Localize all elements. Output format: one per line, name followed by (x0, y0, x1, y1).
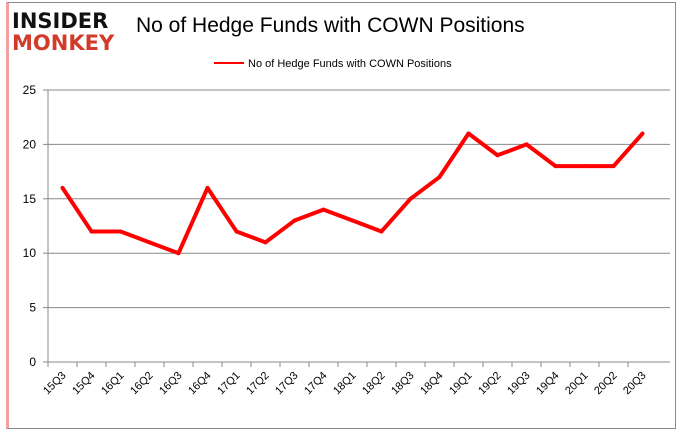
x-tick-label: 16Q1 (99, 370, 127, 398)
data-point (89, 229, 94, 234)
y-tick-label: 20 (23, 137, 37, 151)
x-tick-label: 19Q3 (505, 370, 533, 398)
logo-line2: MONKEY (12, 31, 115, 55)
data-point (466, 131, 471, 136)
y-tick-label: 0 (29, 355, 36, 369)
data-point (292, 218, 297, 223)
x-tick-label: 19Q1 (447, 370, 475, 398)
data-point (60, 185, 65, 190)
x-tick-label: 15Q4 (70, 370, 98, 398)
x-tick-label: 16Q4 (186, 370, 214, 398)
data-point (205, 185, 210, 190)
y-tick-label: 5 (29, 301, 36, 315)
data-point (640, 131, 645, 136)
series-line (60, 131, 644, 256)
x-tick-label: 17Q3 (273, 370, 301, 398)
x-tick-label: 19Q2 (476, 370, 504, 398)
legend-label: No of Hedge Funds with COWN Positions (248, 58, 452, 70)
x-tick-label: 16Q2 (128, 370, 156, 398)
data-point (118, 229, 123, 234)
data-point (553, 164, 558, 169)
x-tick-label: 15Q3 (41, 370, 69, 398)
data-point (379, 229, 384, 234)
x-tick-label: 20Q3 (621, 370, 649, 398)
x-tick-label: 18Q4 (418, 370, 446, 398)
x-tick-label: 19Q4 (534, 370, 562, 398)
x-tick-label: 20Q2 (592, 370, 620, 398)
data-point (611, 164, 616, 169)
chart-frame (6, 2, 676, 429)
data-point (147, 240, 152, 245)
x-tick-label: 18Q2 (360, 370, 388, 398)
data-point (524, 142, 529, 147)
data-point (350, 218, 355, 223)
data-point (176, 251, 181, 256)
x-tick-label: 17Q4 (302, 370, 330, 398)
x-tick-label: 17Q2 (244, 370, 272, 398)
x-tick-label: 18Q1 (331, 370, 359, 398)
data-point (263, 240, 268, 245)
data-point (321, 207, 326, 212)
insider-monkey-logo: INSIDER MONKEY (12, 10, 114, 54)
y-tick-label: 25 (23, 83, 37, 97)
logo-line1: INSIDER (12, 9, 109, 33)
x-tick-label: 20Q1 (563, 370, 591, 398)
y-tick-label: 15 (23, 192, 37, 206)
y-tick-label: 10 (23, 246, 37, 260)
x-tick-label: 16Q3 (157, 370, 185, 398)
chart-title: No of Hedge Funds with COWN Positions (136, 14, 525, 37)
data-point (234, 229, 239, 234)
x-tick-label: 18Q3 (389, 370, 417, 398)
x-tick-label: 17Q1 (215, 370, 243, 398)
data-point (582, 164, 587, 169)
data-point (495, 153, 500, 158)
data-point (408, 196, 413, 201)
data-point (437, 175, 442, 180)
